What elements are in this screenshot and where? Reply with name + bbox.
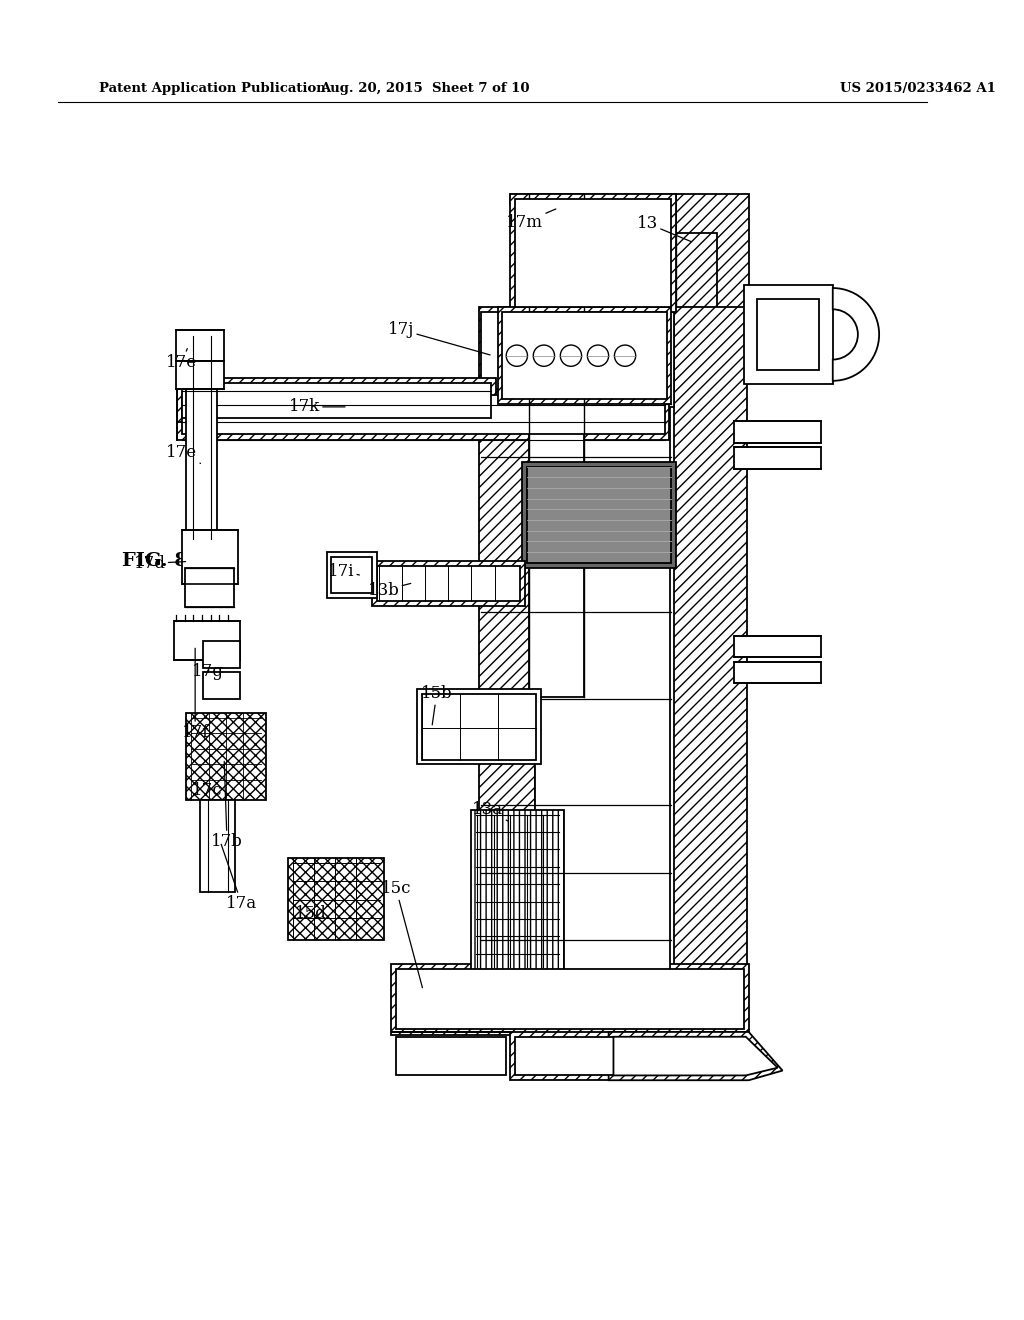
Bar bbox=[185, 568, 233, 607]
Text: 17i: 17i bbox=[328, 562, 359, 579]
Text: 17e: 17e bbox=[166, 348, 198, 371]
Text: Aug. 20, 2015  Sheet 7 of 10: Aug. 20, 2015 Sheet 7 of 10 bbox=[321, 82, 529, 95]
Wedge shape bbox=[833, 288, 880, 380]
Text: 15b: 15b bbox=[421, 685, 453, 725]
Bar bbox=[481, 313, 675, 407]
Bar bbox=[203, 640, 240, 668]
Polygon shape bbox=[510, 194, 676, 313]
Text: 17j: 17j bbox=[388, 321, 490, 355]
Bar bbox=[479, 308, 536, 1003]
Bar bbox=[471, 809, 564, 972]
Bar bbox=[181, 383, 490, 417]
Bar bbox=[327, 552, 377, 598]
Polygon shape bbox=[186, 713, 265, 800]
Polygon shape bbox=[526, 313, 662, 351]
Bar bbox=[396, 1036, 506, 1076]
Bar bbox=[734, 661, 821, 684]
Bar bbox=[675, 308, 746, 1003]
Circle shape bbox=[534, 345, 555, 367]
Circle shape bbox=[614, 345, 636, 367]
Circle shape bbox=[560, 345, 582, 367]
Text: 13a: 13a bbox=[472, 801, 508, 821]
Bar bbox=[734, 447, 821, 469]
Bar bbox=[176, 330, 224, 360]
Polygon shape bbox=[391, 965, 749, 1035]
Bar bbox=[176, 360, 224, 389]
Bar bbox=[536, 313, 671, 998]
Bar bbox=[743, 285, 833, 384]
Text: 15c: 15c bbox=[381, 880, 423, 987]
Circle shape bbox=[588, 345, 608, 367]
Bar bbox=[758, 298, 819, 370]
Polygon shape bbox=[676, 194, 749, 314]
Bar bbox=[191, 718, 261, 795]
Text: 13b: 13b bbox=[368, 582, 411, 599]
Bar bbox=[734, 636, 821, 657]
Bar bbox=[515, 205, 672, 305]
Text: 17m: 17m bbox=[506, 209, 556, 231]
Bar bbox=[177, 378, 496, 422]
Polygon shape bbox=[510, 194, 742, 310]
Bar bbox=[422, 694, 537, 759]
Polygon shape bbox=[608, 1032, 782, 1080]
Bar bbox=[181, 529, 238, 583]
Bar bbox=[503, 313, 667, 399]
Bar bbox=[515, 1036, 744, 1076]
Bar bbox=[293, 863, 380, 936]
Polygon shape bbox=[613, 1036, 777, 1076]
Polygon shape bbox=[498, 308, 672, 404]
Bar bbox=[186, 337, 217, 540]
Text: FIG. 8: FIG. 8 bbox=[122, 553, 187, 570]
Text: 17e: 17e bbox=[166, 444, 201, 463]
Bar bbox=[203, 672, 240, 698]
Bar bbox=[332, 557, 372, 594]
Text: US 2015/0233462 A1: US 2015/0233462 A1 bbox=[841, 82, 996, 95]
Bar bbox=[174, 622, 240, 660]
Polygon shape bbox=[391, 1032, 749, 1080]
Bar bbox=[200, 800, 234, 892]
Text: 17f: 17f bbox=[181, 648, 209, 741]
Bar bbox=[377, 566, 520, 601]
Text: 17b: 17b bbox=[211, 762, 243, 850]
Bar bbox=[515, 199, 672, 308]
Bar bbox=[529, 315, 657, 346]
Bar bbox=[372, 561, 524, 606]
Text: 15d: 15d bbox=[295, 903, 331, 921]
Bar bbox=[521, 462, 676, 568]
Bar bbox=[529, 194, 584, 697]
Text: 17g: 17g bbox=[191, 663, 223, 680]
Bar bbox=[396, 969, 743, 1030]
Text: 17k: 17k bbox=[289, 399, 345, 416]
Bar bbox=[476, 814, 559, 968]
Bar bbox=[181, 395, 665, 434]
Text: 17d: 17d bbox=[134, 554, 185, 572]
Bar bbox=[734, 421, 821, 442]
Text: Patent Application Publication: Patent Application Publication bbox=[98, 82, 326, 95]
Bar bbox=[177, 389, 670, 440]
Bar bbox=[526, 467, 672, 564]
Text: 17a: 17a bbox=[221, 845, 257, 912]
Polygon shape bbox=[288, 858, 384, 940]
Bar bbox=[418, 689, 541, 764]
Text: 13: 13 bbox=[637, 215, 691, 242]
Circle shape bbox=[506, 345, 527, 367]
Text: 17c: 17c bbox=[193, 781, 223, 799]
Polygon shape bbox=[526, 313, 662, 351]
